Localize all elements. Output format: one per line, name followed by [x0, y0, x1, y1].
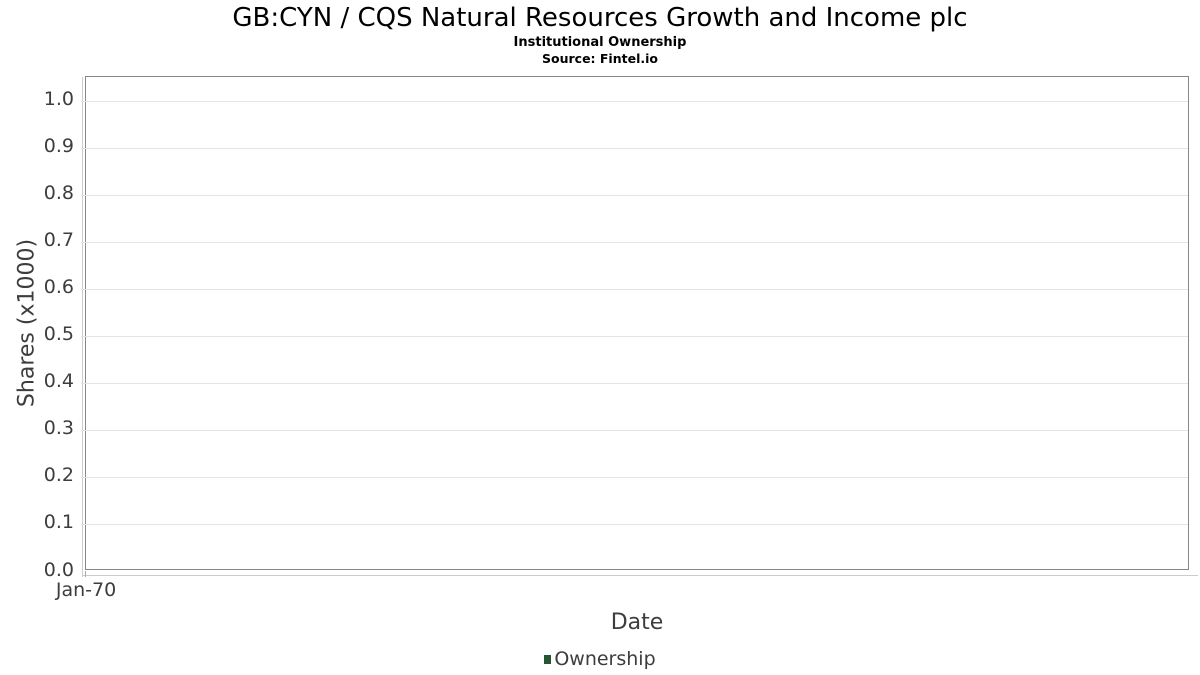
x-axis-line [82, 575, 1198, 576]
y-gridline [81, 100, 1188, 102]
y-tick-label: 0.6 [43, 276, 74, 299]
y-gridline [81, 429, 1188, 431]
y-tick-label: 1.0 [43, 88, 74, 111]
legend-label: Ownership [554, 648, 656, 670]
y-tick-label: 0.9 [43, 135, 74, 158]
y-gridline [81, 335, 1188, 337]
y-gridline [81, 382, 1188, 384]
y-tick-label: 0.2 [43, 464, 74, 487]
legend-item-ownership[interactable]: Ownership [544, 648, 656, 670]
chart-subtitle: Institutional Ownership [513, 35, 687, 50]
y-tick-label: 0.4 [43, 370, 74, 393]
y-gridline [81, 476, 1188, 478]
y-gridline [81, 288, 1188, 290]
y-tick-label: 0.1 [43, 511, 74, 534]
y-tick-label: 0.0 [43, 558, 74, 581]
y-tick-label: 0.7 [43, 229, 74, 252]
y-gridline [81, 147, 1188, 149]
y-axis-line [82, 77, 83, 577]
legend-marker-icon [544, 654, 552, 664]
plot-area [81, 76, 1198, 577]
y-tick-label: 0.5 [43, 323, 74, 346]
x-axis-title: Date [610, 610, 664, 635]
legend: Ownership [0, 648, 1200, 670]
y-tick-label: 0.3 [43, 417, 74, 440]
y-gridline [81, 194, 1188, 196]
chart-title: GB:CYN / CQS Natural Resources Growth an… [232, 3, 968, 33]
x-tick-label: Jan-70 [55, 579, 117, 601]
y-gridline [81, 523, 1188, 525]
y-gridline [81, 241, 1188, 243]
x-tick-mark [85, 571, 86, 577]
y-tick-label: 0.8 [43, 182, 74, 205]
chart-source: Source: Fintel.io [542, 51, 658, 66]
